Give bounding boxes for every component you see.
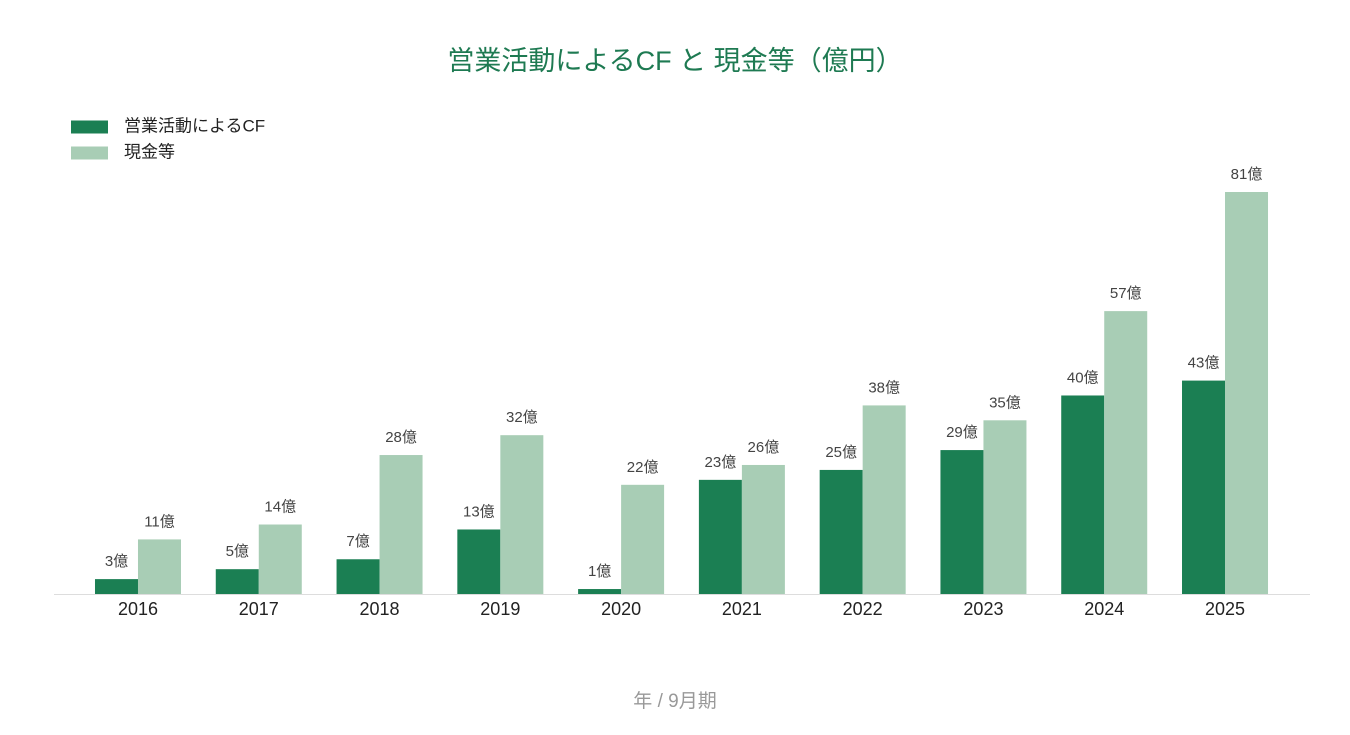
legend-swatch bbox=[71, 146, 108, 160]
bar bbox=[457, 529, 501, 594]
x-tick-label: 2024 bbox=[1084, 599, 1124, 619]
chart-title: 営業活動によるCF と 現金等（億円） bbox=[447, 46, 902, 76]
bar bbox=[500, 435, 544, 594]
value-label: 26億 bbox=[748, 439, 780, 456]
bar bbox=[215, 569, 259, 594]
legend-swatch bbox=[71, 120, 108, 134]
x-tick-label: 2022 bbox=[843, 599, 883, 619]
value-label: 5億 bbox=[226, 543, 249, 560]
value-label: 3億 bbox=[105, 553, 128, 570]
bar bbox=[258, 524, 302, 594]
bar bbox=[819, 469, 863, 594]
x-tick-label: 2019 bbox=[480, 599, 520, 619]
bar bbox=[1182, 380, 1226, 594]
x-tick-label: 2017 bbox=[239, 599, 279, 619]
bar bbox=[940, 450, 984, 594]
value-label: 57億 bbox=[1110, 285, 1142, 302]
bar bbox=[336, 559, 380, 594]
legend-label: 営業活動によるCF bbox=[124, 116, 265, 135]
value-label: 81億 bbox=[1231, 166, 1263, 183]
x-tick-label: 2018 bbox=[360, 599, 400, 619]
value-label: 23億 bbox=[705, 454, 737, 471]
bar bbox=[983, 420, 1027, 594]
value-label: 7億 bbox=[346, 533, 369, 550]
value-label: 25億 bbox=[825, 444, 857, 461]
bar bbox=[1225, 192, 1269, 594]
value-label: 40億 bbox=[1067, 369, 1099, 386]
x-tick-label: 2025 bbox=[1205, 599, 1245, 619]
x-axis-label: 年 / 9月期 bbox=[633, 690, 716, 712]
value-label: 1億 bbox=[588, 563, 611, 580]
value-label: 38億 bbox=[868, 379, 900, 396]
x-tick-label: 2023 bbox=[963, 599, 1003, 619]
x-tick-label: 2016 bbox=[118, 599, 158, 619]
value-label: 13億 bbox=[463, 503, 495, 520]
value-label: 29億 bbox=[946, 424, 978, 441]
value-label: 32億 bbox=[506, 409, 538, 426]
bar bbox=[862, 405, 906, 594]
bar bbox=[379, 455, 423, 594]
bar bbox=[137, 539, 181, 594]
value-label: 14億 bbox=[264, 498, 296, 515]
bar bbox=[621, 484, 665, 594]
legend-label: 現金等 bbox=[124, 142, 175, 161]
value-label: 35億 bbox=[989, 394, 1021, 411]
value-label: 28億 bbox=[385, 429, 417, 446]
value-label: 11億 bbox=[144, 513, 175, 530]
bar bbox=[741, 464, 785, 594]
bar bbox=[94, 579, 138, 594]
x-tick-label: 2020 bbox=[601, 599, 641, 619]
bar bbox=[698, 479, 742, 594]
value-label: 43億 bbox=[1188, 355, 1220, 372]
value-label: 22億 bbox=[627, 459, 659, 476]
bar bbox=[1104, 311, 1148, 594]
bar bbox=[578, 589, 622, 594]
x-tick-label: 2021 bbox=[722, 599, 762, 619]
bar bbox=[1061, 395, 1105, 594]
